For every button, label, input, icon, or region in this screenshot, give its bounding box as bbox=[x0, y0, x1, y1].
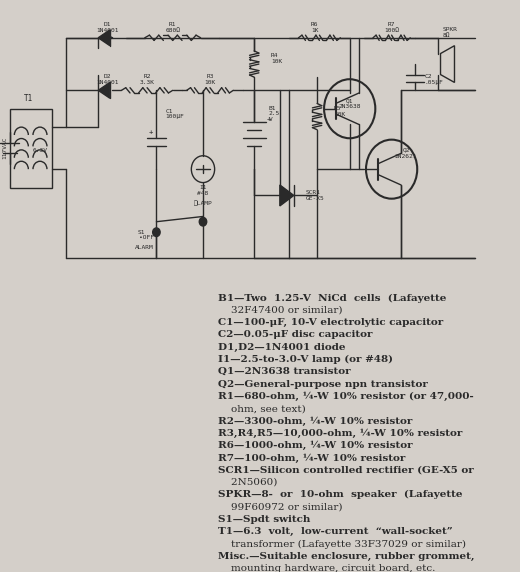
Text: R2—3300-ohm, ¼-W 10% resistor: R2—3300-ohm, ¼-W 10% resistor bbox=[218, 416, 413, 426]
Text: B1
2.5
V: B1 2.5 V bbox=[268, 106, 280, 122]
Text: Q1—2N3638 transistor: Q1—2N3638 transistor bbox=[218, 367, 351, 376]
Bar bbox=[10, 109, 51, 188]
Polygon shape bbox=[98, 30, 110, 46]
Text: 32F47400 or similar): 32F47400 or similar) bbox=[218, 306, 343, 315]
Text: R5
10K: R5 10K bbox=[334, 106, 345, 117]
Text: B1—Two  1.25-V  NiCd  cells  (Lafayette: B1—Two 1.25-V NiCd cells (Lafayette bbox=[218, 293, 447, 303]
Text: C2
.05μF: C2 .05μF bbox=[424, 74, 443, 85]
Text: SPKR
8Ω: SPKR 8Ω bbox=[443, 27, 458, 38]
Text: T1: T1 bbox=[24, 94, 33, 104]
Text: ⓈLAMP: ⓈLAMP bbox=[193, 201, 212, 206]
Text: •OFF: •OFF bbox=[139, 235, 154, 240]
Text: R6
1K: R6 1K bbox=[311, 22, 319, 33]
Polygon shape bbox=[98, 82, 110, 98]
Text: 6.3V: 6.3V bbox=[32, 148, 47, 153]
Text: C1—100-μF, 10-V electrolytic capacitor: C1—100-μF, 10-V electrolytic capacitor bbox=[218, 318, 444, 327]
Text: S1: S1 bbox=[137, 230, 145, 235]
Text: S1—Spdt switch: S1—Spdt switch bbox=[218, 515, 310, 524]
Text: Misc.—Suitable enclosure, rubber grommet,: Misc.—Suitable enclosure, rubber grommet… bbox=[218, 552, 475, 561]
Text: R3
10K: R3 10K bbox=[204, 74, 216, 85]
Text: R7—100-ohm, ¼-W 10% resistor: R7—100-ohm, ¼-W 10% resistor bbox=[218, 454, 406, 463]
Text: R7
100Ω: R7 100Ω bbox=[384, 22, 399, 33]
Text: T1—6.3  volt,  low-current  “wall-socket”: T1—6.3 volt, low-current “wall-socket” bbox=[218, 527, 453, 536]
Text: R1
680Ω: R1 680Ω bbox=[165, 22, 180, 33]
Polygon shape bbox=[280, 185, 294, 206]
Text: D2
1N4001: D2 1N4001 bbox=[96, 74, 119, 85]
Text: R3,R4,R5—10,000-ohm, ¼-W 10% resistor: R3,R4,R5—10,000-ohm, ¼-W 10% resistor bbox=[218, 429, 463, 438]
Text: SCR1
GE-X5: SCR1 GE-X5 bbox=[306, 190, 324, 201]
Text: mounting hardware, circuit board, etc.: mounting hardware, circuit board, etc. bbox=[218, 564, 436, 572]
Text: D1
1N4001: D1 1N4001 bbox=[96, 22, 119, 33]
Text: +: + bbox=[149, 129, 153, 136]
Text: I1—2.5-to-3.0-V lamp (or #48): I1—2.5-to-3.0-V lamp (or #48) bbox=[218, 355, 393, 364]
Text: C1
100μF: C1 100μF bbox=[166, 109, 185, 120]
Text: Q2—General-purpose npn transistor: Q2—General-purpose npn transistor bbox=[218, 380, 428, 388]
Text: ALARM: ALARM bbox=[135, 245, 154, 251]
Text: C2—0.05-μF disc capacitor: C2—0.05-μF disc capacitor bbox=[218, 331, 373, 339]
Text: D1,D2—1N4001 diode: D1,D2—1N4001 diode bbox=[218, 343, 346, 352]
Text: transformer (Lafayette 33F37029 or similar): transformer (Lafayette 33F37029 or simil… bbox=[218, 539, 466, 549]
Text: R6—1000-ohm, ¼-W 10% resistor: R6—1000-ohm, ¼-W 10% resistor bbox=[218, 441, 413, 450]
Text: 117VAC: 117VAC bbox=[3, 137, 8, 160]
Text: Q2
2N2621: Q2 2N2621 bbox=[395, 148, 417, 158]
Text: SCR1—Silicon controlled rectifier (GE-X5 or: SCR1—Silicon controlled rectifier (GE-X5… bbox=[218, 466, 474, 475]
Text: R4
10K: R4 10K bbox=[271, 53, 282, 64]
Text: R2
3.3K: R2 3.3K bbox=[139, 74, 154, 85]
Text: ohm, see text): ohm, see text) bbox=[218, 404, 306, 413]
Text: Q1
2N3638: Q1 2N3638 bbox=[339, 98, 361, 109]
Text: R1—680-ohm, ¼-W 10% resistor (or 47,000-: R1—680-ohm, ¼-W 10% resistor (or 47,000- bbox=[218, 392, 474, 401]
Text: SPKR—8-  or  10-ohm  speaker  (Lafayette: SPKR—8- or 10-ohm speaker (Lafayette bbox=[218, 490, 463, 499]
Circle shape bbox=[199, 217, 207, 226]
Text: 99F60972 or similar): 99F60972 or similar) bbox=[218, 503, 343, 511]
Circle shape bbox=[153, 228, 160, 236]
Text: +: + bbox=[266, 116, 270, 122]
Text: 2N5060): 2N5060) bbox=[218, 478, 278, 487]
Text: I1
#48: I1 #48 bbox=[198, 185, 209, 196]
